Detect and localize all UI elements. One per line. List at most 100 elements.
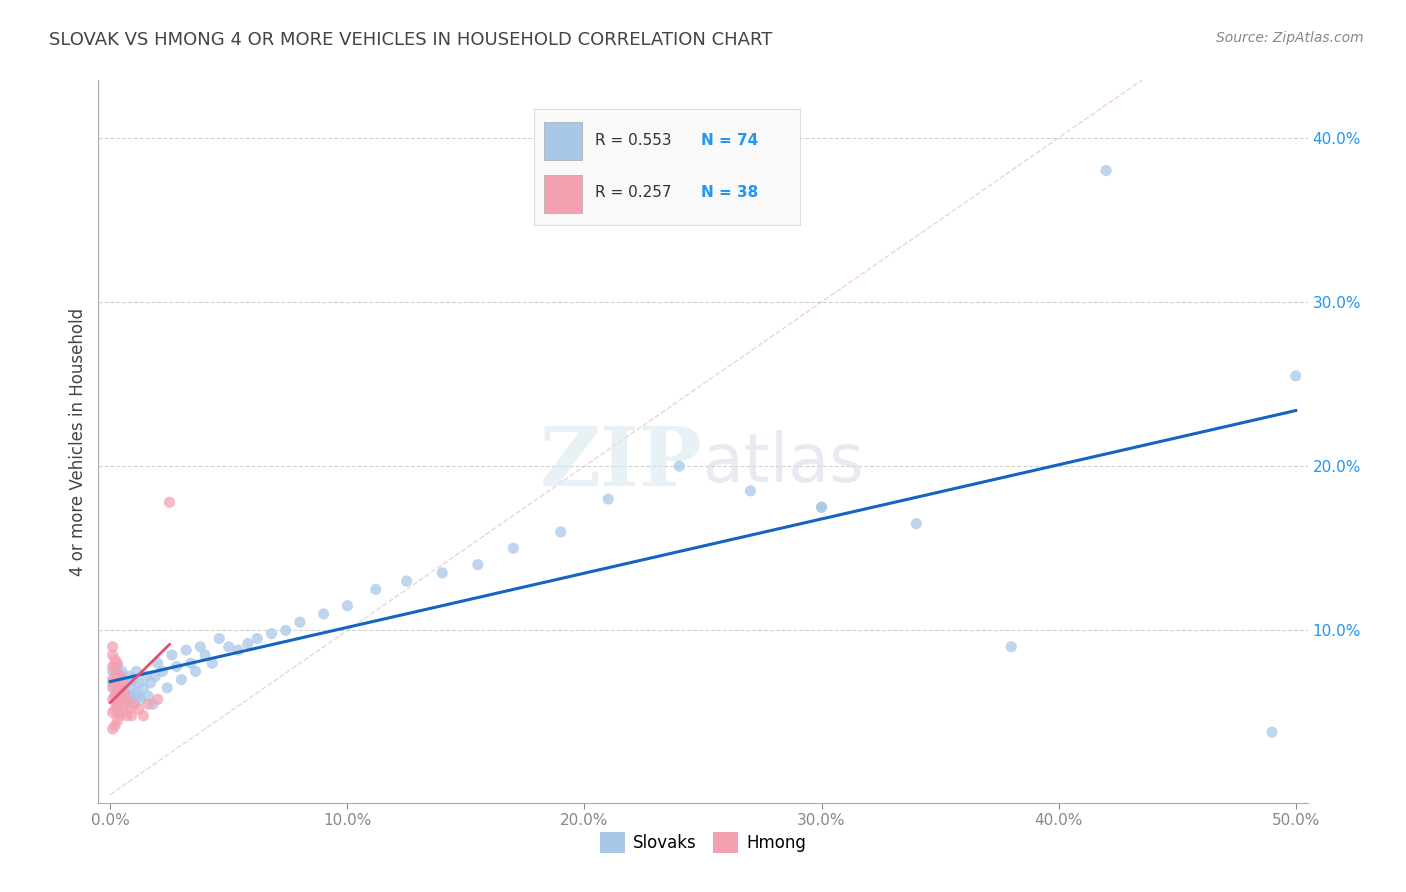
Point [550, 524, 572, 539]
Legend: Slovaks, Hmong: Slovaks, Hmong [593, 826, 813, 860]
Point [111, 689, 134, 703]
Point [194, 648, 217, 662]
Point [105, 706, 128, 720]
Point [190, 640, 212, 654]
Point [152, 665, 174, 679]
Point [236, 636, 259, 650]
Point [312, 607, 335, 621]
Point [108, 667, 131, 681]
Point [115, 676, 138, 690]
Point [121, 692, 143, 706]
Y-axis label: 4 or more Vehicles in Household: 4 or more Vehicles in Household [69, 308, 87, 575]
Point [146, 692, 169, 706]
Point [115, 692, 138, 706]
Point [104, 665, 127, 679]
Point [105, 698, 128, 712]
Point [105, 669, 128, 683]
Point [104, 689, 127, 703]
Point [108, 689, 131, 703]
Point [104, 676, 127, 690]
Point [132, 708, 155, 723]
Point [336, 599, 359, 613]
Point [104, 718, 127, 732]
Point [156, 681, 179, 695]
Point [114, 673, 136, 687]
Point [118, 702, 141, 716]
Point [208, 632, 231, 646]
Point [432, 566, 454, 580]
Point [101, 722, 124, 736]
Point [174, 643, 197, 657]
Point [364, 582, 387, 597]
Point [810, 500, 832, 515]
Point [128, 689, 150, 703]
Point [180, 657, 202, 671]
Point [104, 653, 127, 667]
Point [810, 500, 832, 515]
Point [101, 692, 124, 706]
Text: SLOVAK VS HMONG 4 OR MORE VEHICLES IN HOUSEHOLD CORRELATION CHART: SLOVAK VS HMONG 4 OR MORE VEHICLES IN HO… [49, 31, 772, 49]
Point [104, 681, 127, 695]
Point [125, 686, 148, 700]
Point [1285, 368, 1308, 383]
Point [246, 632, 269, 646]
Point [111, 665, 134, 679]
Point [105, 714, 128, 728]
Point [226, 643, 249, 657]
Text: ZIP: ZIP [540, 423, 703, 503]
Point [122, 698, 145, 712]
Point [114, 686, 136, 700]
Point [1095, 163, 1118, 178]
Point [598, 491, 620, 506]
Point [122, 698, 145, 712]
Point [114, 698, 136, 712]
Point [125, 665, 148, 679]
Point [118, 669, 141, 683]
Text: Source: ZipAtlas.com: Source: ZipAtlas.com [1216, 31, 1364, 45]
Point [101, 676, 124, 690]
Point [101, 659, 124, 673]
Point [146, 657, 169, 671]
Point [288, 615, 311, 630]
Point [129, 692, 152, 706]
Text: atlas: atlas [703, 430, 863, 496]
Point [111, 676, 134, 690]
Point [104, 659, 127, 673]
Point [108, 708, 131, 723]
Point [159, 495, 181, 509]
Point [128, 702, 150, 716]
Point [184, 665, 207, 679]
Point [201, 657, 224, 671]
Point [114, 686, 136, 700]
Point [118, 689, 141, 703]
Point [105, 673, 128, 687]
Point [166, 659, 188, 673]
Point [101, 640, 124, 654]
Point [121, 708, 143, 723]
Point [467, 558, 489, 572]
Point [1261, 725, 1284, 739]
Point [121, 681, 143, 695]
Point [108, 669, 131, 683]
Point [170, 673, 193, 687]
Point [115, 708, 138, 723]
Point [139, 676, 162, 690]
Point [101, 681, 124, 695]
Point [260, 626, 283, 640]
Point [132, 681, 155, 695]
Point [136, 698, 159, 712]
Point [101, 665, 124, 679]
Point [395, 574, 418, 588]
Point [135, 669, 157, 683]
Point [128, 676, 150, 690]
Point [108, 692, 131, 706]
Point [136, 689, 159, 703]
Point [105, 659, 128, 673]
Point [104, 702, 127, 716]
Point [111, 676, 134, 690]
Point [105, 684, 128, 698]
Point [218, 640, 240, 654]
Point [101, 648, 124, 662]
Point [108, 681, 131, 695]
Point [160, 648, 183, 662]
